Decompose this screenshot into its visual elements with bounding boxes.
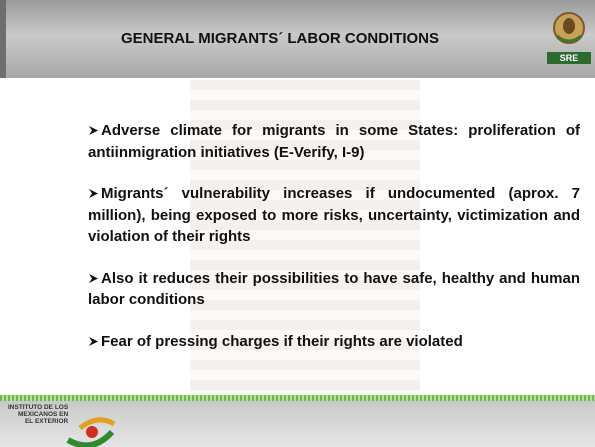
bullet-arrow [88,273,99,284]
footer-logo-line: EL EXTERIOR [8,418,68,425]
logo-label: SRE [547,52,591,64]
emblem [547,6,591,52]
bullet-arrow [88,188,99,199]
sre-logo: SRE [547,6,591,74]
bullet-item: Adverse climate for migrants in some Sta… [88,120,580,163]
slide: GENERAL MIGRANTS´ LABOR CONDITIONS SRE A… [0,0,595,447]
bullet-text: Migrants´ vulnerability increases if und… [88,185,580,245]
footer-logo-swirl [62,410,122,447]
bullet-list: Adverse climate for migrants in some Sta… [88,120,580,372]
bullet-arrow [88,336,99,347]
bullet-item: Fear of pressing charges if their rights… [88,331,580,353]
bullet-text: Also it reduces their possibilities to h… [88,270,580,309]
footer-logo-line: MEXICANOS EN [8,411,68,418]
bullet-text: Fear of pressing charges if their rights… [101,333,463,350]
bullet-item: Also it reduces their possibilities to h… [88,268,580,311]
slide-title: GENERAL MIGRANTS´ LABOR CONDITIONS [0,30,560,47]
bullet-arrow [88,125,99,136]
bullet-item: Migrants´ vulnerability increases if und… [88,183,580,248]
bullet-text: Adverse climate for migrants in some Sta… [88,122,580,161]
footer-logo-line: INSTITUTO DE LOS [8,404,68,411]
